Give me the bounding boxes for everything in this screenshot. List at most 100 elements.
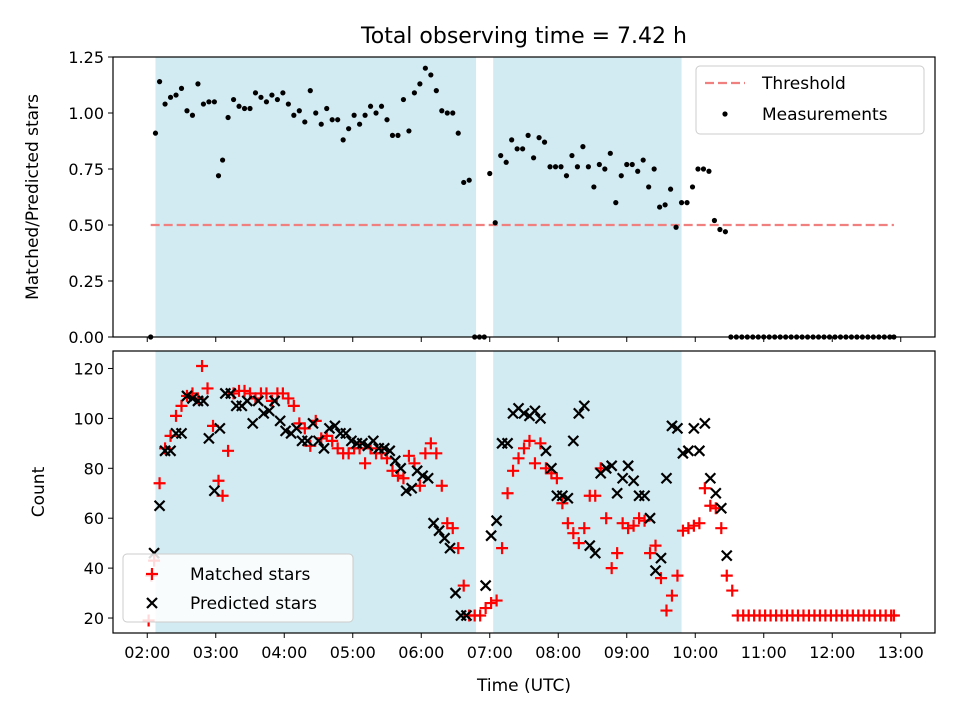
matched-stars-point [567, 527, 580, 540]
matched-stars-point [501, 487, 514, 500]
measurement-point [444, 110, 450, 116]
predicted-stars-point [715, 502, 728, 514]
predicted-stars-point [704, 472, 717, 485]
predicted-stars-point [367, 435, 380, 447]
y-tick-label: 60 [84, 509, 104, 528]
predicted-stars-point [153, 499, 166, 512]
matched-stars-point [720, 569, 733, 582]
measurement-point [367, 103, 374, 109]
legend-measurements-label: Measurements [762, 105, 888, 125]
measurement-point [400, 96, 407, 103]
predicted-stars-point [485, 529, 497, 542]
x-axis-label: Time (UTC) [476, 676, 571, 696]
matched-stars-point [578, 522, 591, 535]
matched-stars-point [605, 562, 618, 575]
predicted-stars-point [252, 395, 264, 407]
predicted-stars-point [175, 427, 188, 440]
measurement-point [263, 99, 270, 105]
measurement-point [607, 150, 613, 156]
matched-stars-point [693, 517, 706, 530]
matched-stars-point [704, 499, 717, 512]
predicted-stars-point [578, 400, 591, 412]
measurement-point [378, 103, 385, 109]
measurement-point [563, 173, 570, 179]
matched-stars-point [260, 387, 273, 400]
x-tick-label: 12:00 [809, 643, 855, 662]
predicted-stars-point [318, 442, 330, 455]
matched-stars-point [561, 517, 574, 530]
measurement-point [162, 101, 168, 107]
predicted-stars-point [529, 405, 541, 417]
chart-title: Total observing time = 7.42 h [360, 24, 687, 49]
measurement-point [373, 110, 379, 116]
legend-predicted-swatch [146, 597, 158, 609]
matched-stars-point [153, 477, 166, 490]
matched-stars-point [485, 597, 498, 610]
legend-predicted-label: Predicted stars [190, 594, 317, 614]
predicted-stars-point [312, 435, 325, 447]
predicted-stars-point [479, 579, 492, 592]
measurement-point [651, 166, 657, 172]
predicted-stars-point [460, 609, 473, 622]
matched-stars-point [435, 479, 448, 492]
predicted-stars-point [649, 564, 662, 577]
measurement-point [389, 132, 396, 138]
matched-stars-point [589, 489, 602, 502]
matched-stars-point [282, 392, 295, 405]
measurement-point [536, 135, 542, 141]
measurement-point [547, 164, 553, 170]
measurement-point [417, 81, 423, 87]
measurement-point [574, 164, 581, 170]
matched-stars-point [556, 497, 569, 510]
matched-stars-point [627, 519, 640, 532]
predicted-stars-point [197, 395, 210, 407]
matched-stars-point [633, 512, 646, 525]
predicted-stars-point [611, 487, 623, 500]
predicted-stars-point [693, 445, 706, 457]
bottom-panel: 20 40 60 80 100 120 02:00 03:00 04:00 05:00 06:00 0… [73, 350, 936, 662]
matched-stars-point [887, 609, 900, 622]
predicted-stars-point [246, 417, 259, 430]
measurement-point [461, 179, 467, 186]
measurement-point [241, 105, 248, 112]
legend-threshold-label: Threshold [761, 74, 846, 94]
measurement-point [395, 132, 401, 138]
measurement-point [220, 157, 226, 163]
measurement-point [285, 101, 291, 107]
matched-stars-point [518, 442, 530, 455]
predicted-stars-point [699, 417, 711, 430]
predicted-stars-point [567, 435, 580, 447]
bottom-legend: Matched stars Predicted stars [122, 553, 354, 623]
x-tick-label: 11:00 [741, 643, 787, 662]
matched-stars-point [698, 482, 711, 495]
x-tick-label: 08:00 [535, 643, 581, 662]
y-tick-label: 80 [84, 459, 104, 478]
measurement-point [362, 112, 368, 118]
predicted-stars-point [671, 422, 684, 435]
predicted-stars-point [583, 539, 596, 552]
predicted-stars-point [534, 412, 547, 425]
measurement-point [509, 137, 515, 143]
y-tick-label: 100 [73, 409, 104, 428]
matched-stars-point [446, 522, 459, 535]
predicted-stars-point [490, 514, 503, 527]
observing-window-2 [493, 57, 682, 337]
measurement-point [252, 90, 259, 96]
measurement-point [503, 159, 509, 165]
predicted-stars-point [208, 484, 221, 497]
legend-box [122, 553, 354, 623]
measurement-point [411, 90, 417, 96]
observing-window-2 [493, 351, 682, 633]
measurement-point [351, 112, 357, 118]
measurement-point [624, 161, 630, 168]
measurement-point [167, 94, 174, 100]
measurement-point [357, 121, 363, 127]
matched-stars-point [474, 609, 487, 622]
measurement-point [173, 92, 179, 98]
predicted-stars-point [655, 552, 667, 564]
measurement-point [156, 79, 163, 85]
measurement-point [258, 94, 264, 100]
predicted-stars-point [307, 417, 319, 430]
predicted-stars-point [545, 462, 558, 475]
predicted-stars-point [444, 542, 456, 554]
